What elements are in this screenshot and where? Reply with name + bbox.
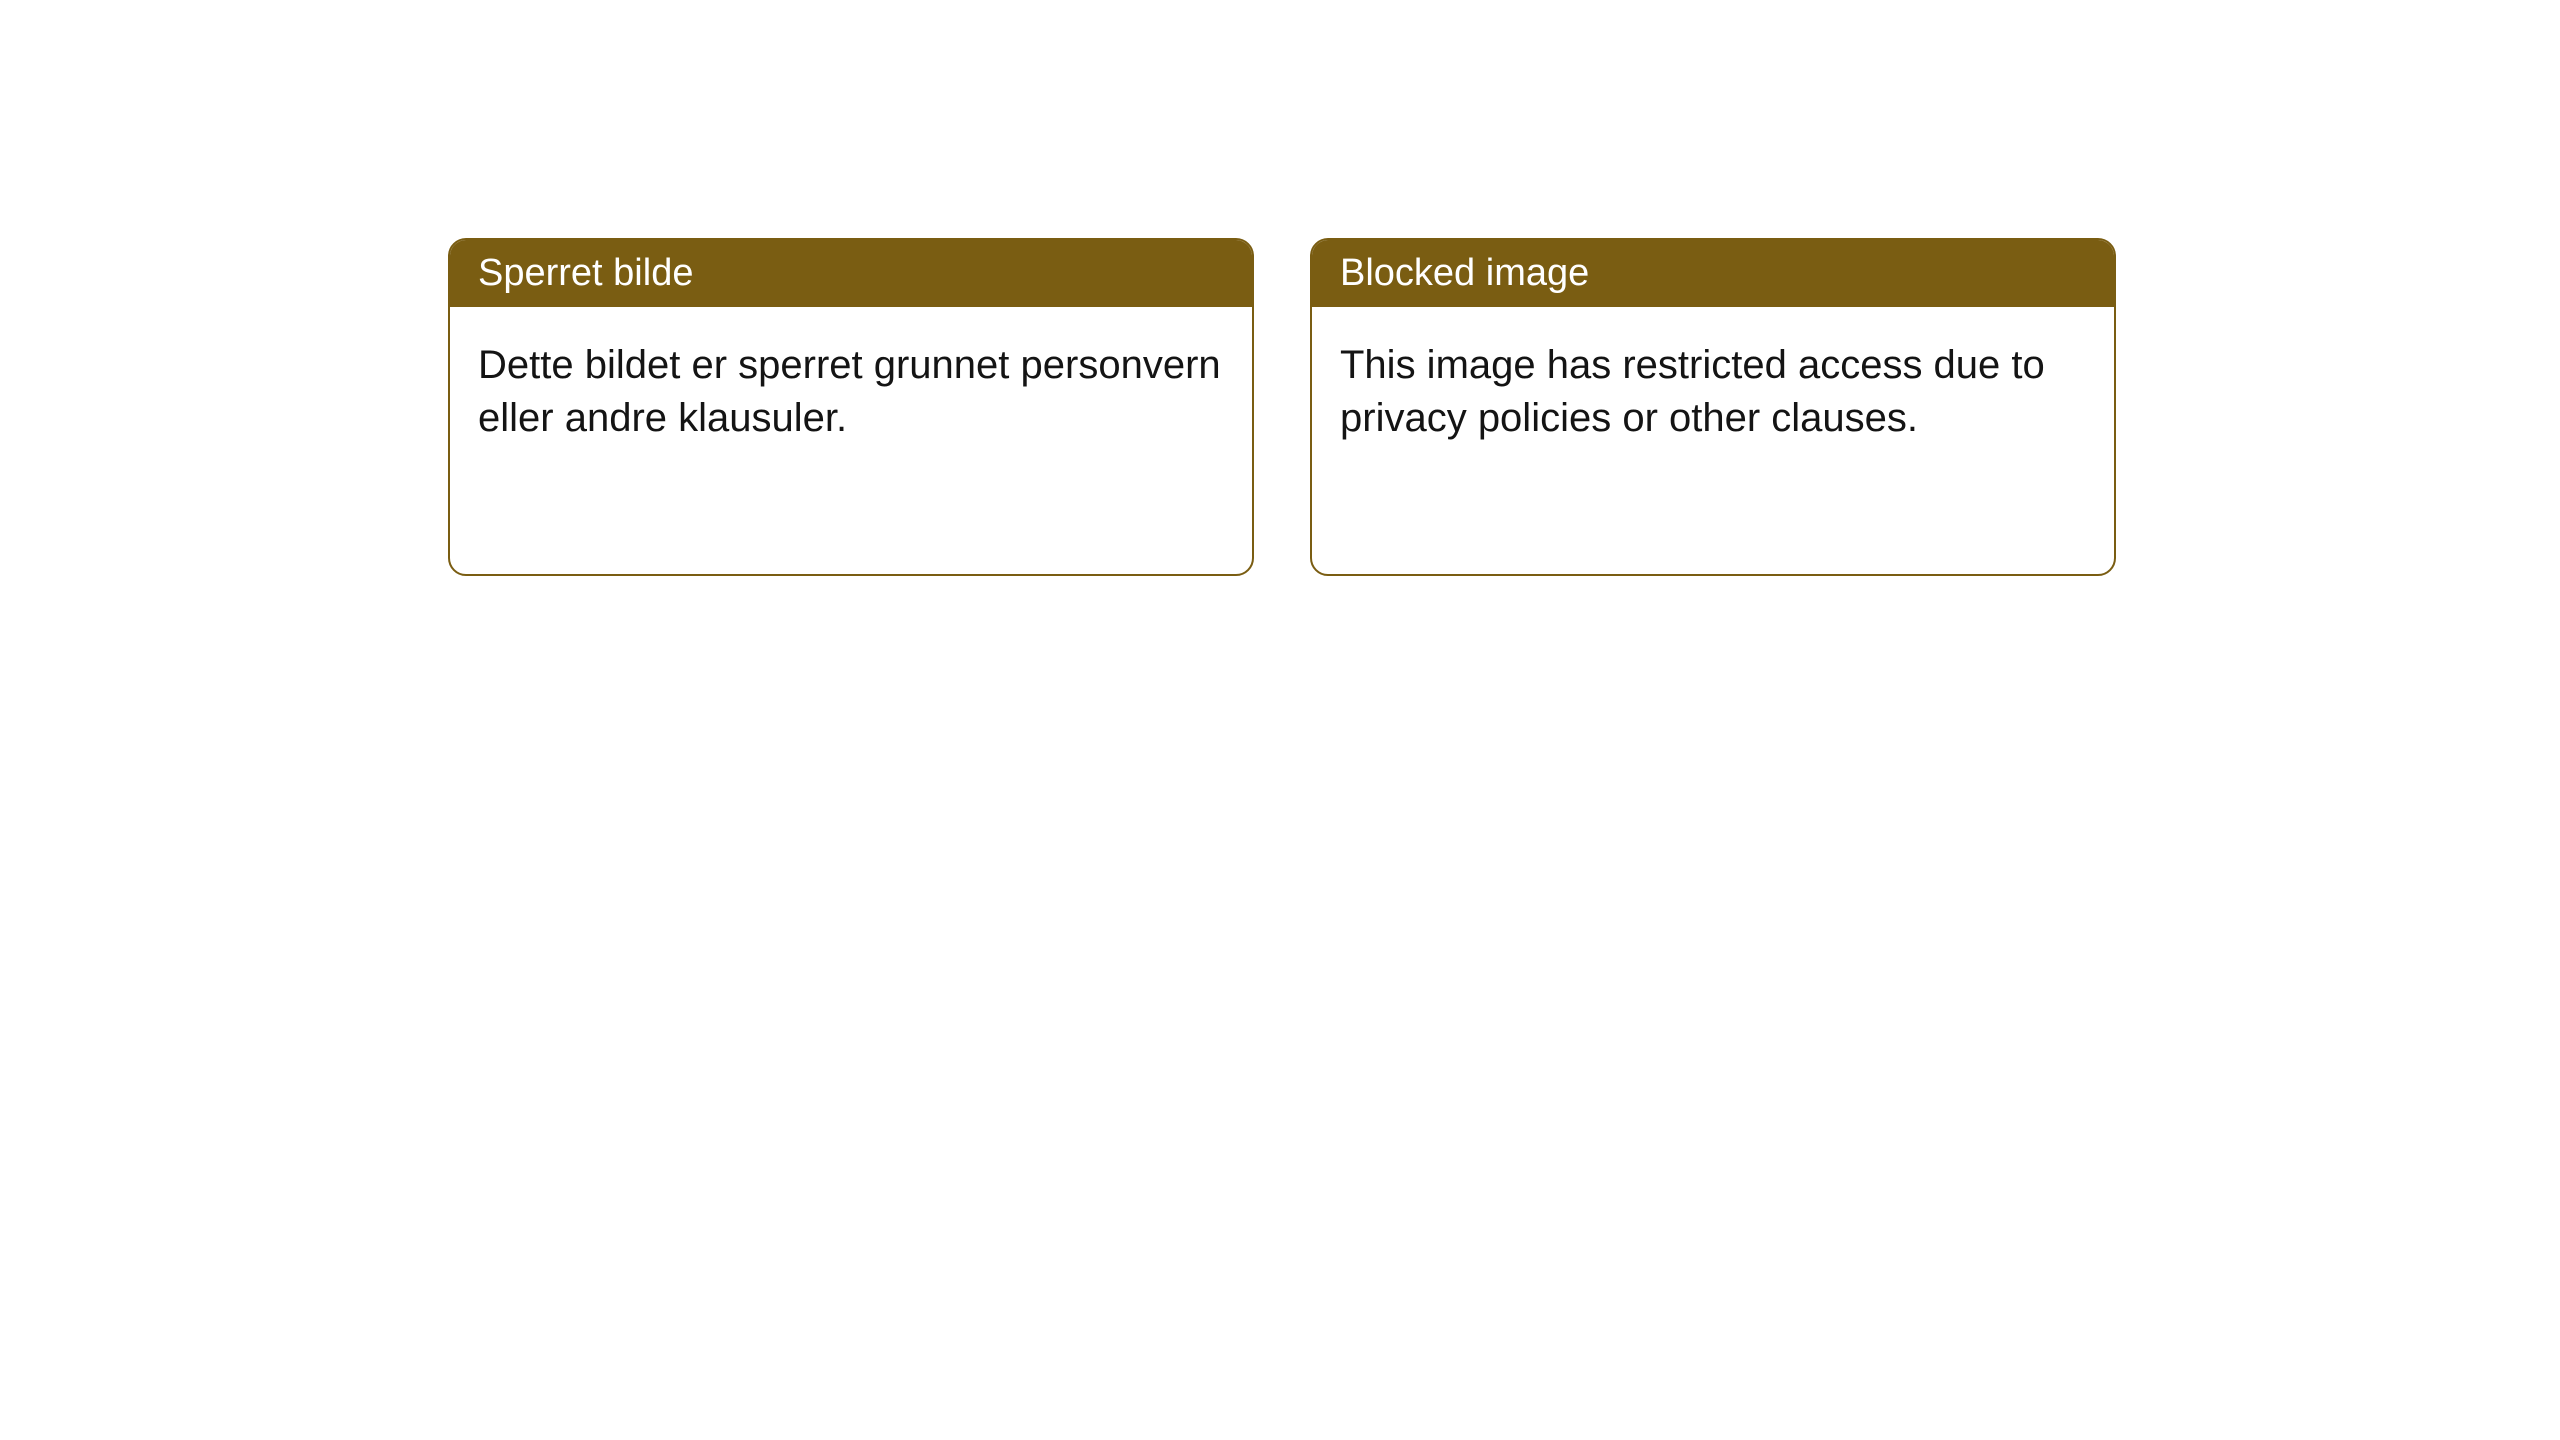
notice-card-header: Sperret bilde xyxy=(450,240,1252,307)
notice-container: Sperret bilde Dette bildet er sperret gr… xyxy=(448,238,2116,576)
notice-card-norwegian: Sperret bilde Dette bildet er sperret gr… xyxy=(448,238,1254,576)
notice-card-header: Blocked image xyxy=(1312,240,2114,307)
notice-card-english: Blocked image This image has restricted … xyxy=(1310,238,2116,576)
notice-body-text: Dette bildet er sperret grunnet personve… xyxy=(478,343,1221,440)
notice-title: Blocked image xyxy=(1340,252,1589,294)
notice-card-body: Dette bildet er sperret grunnet personve… xyxy=(450,307,1252,477)
notice-title: Sperret bilde xyxy=(478,252,693,294)
notice-body-text: This image has restricted access due to … xyxy=(1340,343,2045,440)
notice-card-body: This image has restricted access due to … xyxy=(1312,307,2114,477)
